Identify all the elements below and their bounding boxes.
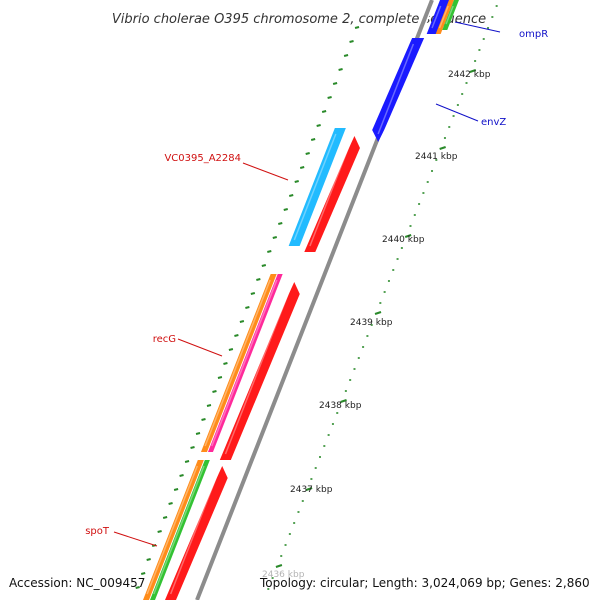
major-tick <box>404 234 412 238</box>
feature-tick <box>239 320 245 323</box>
feature-tick <box>327 96 332 99</box>
map-title: Vibrio cholerae O395 chromosome 2, compl… <box>112 12 486 27</box>
gene-features <box>143 0 459 600</box>
gene-label-recG: recG <box>153 334 176 345</box>
gene-ompR <box>426 0 450 34</box>
feature-tick <box>267 250 272 253</box>
major-tick <box>469 69 477 73</box>
feature-ticks <box>135 26 360 589</box>
feature-tick <box>162 516 168 519</box>
feature-tick <box>283 208 288 211</box>
feature-tick <box>179 474 184 477</box>
gene-ompR-shine <box>431 5 442 29</box>
feature-tick <box>217 376 223 379</box>
gene-spoT <box>165 466 228 600</box>
major-tick <box>340 399 347 403</box>
feature-tick <box>212 390 217 393</box>
scale-label-2439: 2439 kbp <box>350 318 393 328</box>
feature-tick <box>305 152 310 155</box>
feature-tick <box>310 138 316 141</box>
feature-tick <box>228 348 234 351</box>
cds-spoT-green-shine <box>153 465 205 595</box>
topology-text: Topology: circular; Length: 3,024,069 bp… <box>260 576 590 590</box>
feature-tick <box>206 404 212 407</box>
feature-tick <box>294 180 299 183</box>
feature-tick <box>278 222 283 225</box>
gene-VC0395_A2284-shine <box>309 143 351 247</box>
feature-tick <box>250 292 256 295</box>
gene-label-VC0395_A2284: VC0395_A2284 <box>164 153 241 164</box>
cds-top-green <box>442 0 459 30</box>
VC0395-pointer <box>242 162 289 181</box>
gene-envZ <box>372 38 425 142</box>
ompR-pointer <box>454 21 501 33</box>
scale-ticks <box>267 5 498 590</box>
feature-tick <box>261 264 267 267</box>
cds-spoT-green <box>150 460 210 600</box>
cds-recG-orange <box>200 274 277 452</box>
feature-tick <box>343 54 349 57</box>
feature-tick <box>332 82 338 85</box>
gene-recG-shine <box>224 289 291 455</box>
gene-spoT-shine <box>169 473 219 595</box>
feature-tick <box>354 26 360 29</box>
feature-tick <box>201 418 206 421</box>
feature-tick <box>168 502 173 505</box>
feature-tick <box>223 362 228 365</box>
gene-label-ompR: ompR <box>519 29 548 40</box>
scale-label-2436: 2436 kbp <box>262 570 305 580</box>
spoT-pointer <box>113 531 158 547</box>
feature-tick <box>299 166 305 169</box>
recG-pointer <box>177 338 223 357</box>
major-tick <box>374 311 382 315</box>
gene-recG <box>219 282 300 460</box>
cds-spoT-orange <box>143 460 204 600</box>
feature-tick <box>338 68 343 71</box>
scale-label-2442: 2442 kbp <box>448 70 491 80</box>
feature-tick <box>135 586 140 589</box>
feature-tick <box>157 530 162 533</box>
accession-text: Accession: NC_009457 <box>9 576 146 590</box>
gene-envZ-shine <box>377 43 415 135</box>
feature-tick <box>190 446 195 449</box>
scale-label-2438: 2438 kbp <box>319 401 362 411</box>
feature-tick <box>184 460 190 463</box>
feature-tick <box>140 572 146 575</box>
gene-label-envZ: envZ <box>481 117 506 128</box>
gene-label-spoT: spoT <box>85 526 110 537</box>
cds-recG-pink <box>207 274 283 452</box>
major-tick <box>275 564 283 568</box>
major-tick <box>305 487 313 491</box>
feature-tick <box>321 110 327 113</box>
cds-VC0395-blue <box>288 128 346 246</box>
cds-top-green-shine <box>445 5 454 25</box>
scale-label-2441: 2441 kbp <box>415 152 458 162</box>
feature-tick <box>245 306 250 309</box>
feature-tick <box>195 432 201 435</box>
cds-top-orange-shine <box>438 5 449 29</box>
cds-recG-orange-shine <box>204 279 271 447</box>
feature-tick <box>173 488 179 491</box>
feature-tick <box>256 278 261 281</box>
cds-spoT-orange-shine <box>146 465 198 595</box>
major-tick <box>439 146 446 150</box>
feature-tick <box>288 194 294 197</box>
feature-tick <box>146 558 151 561</box>
scale-label-2437: 2437 kbp <box>290 485 333 495</box>
feature-tick <box>272 236 278 239</box>
gene-VC0395_A2284 <box>304 136 360 252</box>
feature-tick <box>234 334 239 337</box>
cds-recG-pink-shine <box>211 279 278 447</box>
cds-top-orange <box>435 0 454 34</box>
feature-tick <box>349 40 354 43</box>
scale-label-2440: 2440 kbp <box>382 235 425 245</box>
feature-tick <box>316 124 321 127</box>
cds-VC0395-blue-shine <box>293 133 337 241</box>
envZ-pointer <box>435 103 479 122</box>
